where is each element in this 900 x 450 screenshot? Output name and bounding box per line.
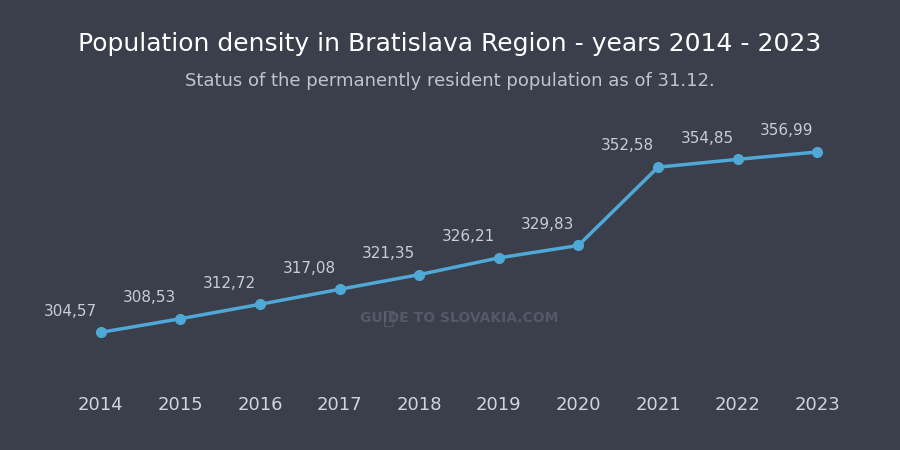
Text: 308,53: 308,53 — [123, 290, 176, 305]
Text: ⛰: ⛰ — [382, 309, 394, 328]
Text: GUIDE TO SLOVAKIA.COM: GUIDE TO SLOVAKIA.COM — [360, 311, 558, 325]
Text: 329,83: 329,83 — [521, 216, 574, 232]
Text: 354,85: 354,85 — [680, 130, 733, 145]
Text: 326,21: 326,21 — [442, 229, 495, 244]
Text: 317,08: 317,08 — [283, 261, 336, 275]
Text: 356,99: 356,99 — [760, 123, 814, 138]
Text: 312,72: 312,72 — [202, 275, 256, 291]
Text: 321,35: 321,35 — [362, 246, 415, 261]
Text: Status of the permanently resident population as of 31.12.: Status of the permanently resident popul… — [185, 72, 715, 90]
Text: 304,57: 304,57 — [43, 304, 97, 319]
Text: 352,58: 352,58 — [601, 139, 654, 153]
Text: Population density in Bratislava Region - years 2014 - 2023: Population density in Bratislava Region … — [78, 32, 822, 55]
